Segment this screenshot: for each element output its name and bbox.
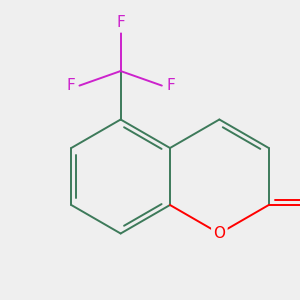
Text: F: F xyxy=(116,15,125,30)
Text: F: F xyxy=(167,78,175,93)
Text: O: O xyxy=(213,226,225,241)
Text: F: F xyxy=(66,78,75,93)
